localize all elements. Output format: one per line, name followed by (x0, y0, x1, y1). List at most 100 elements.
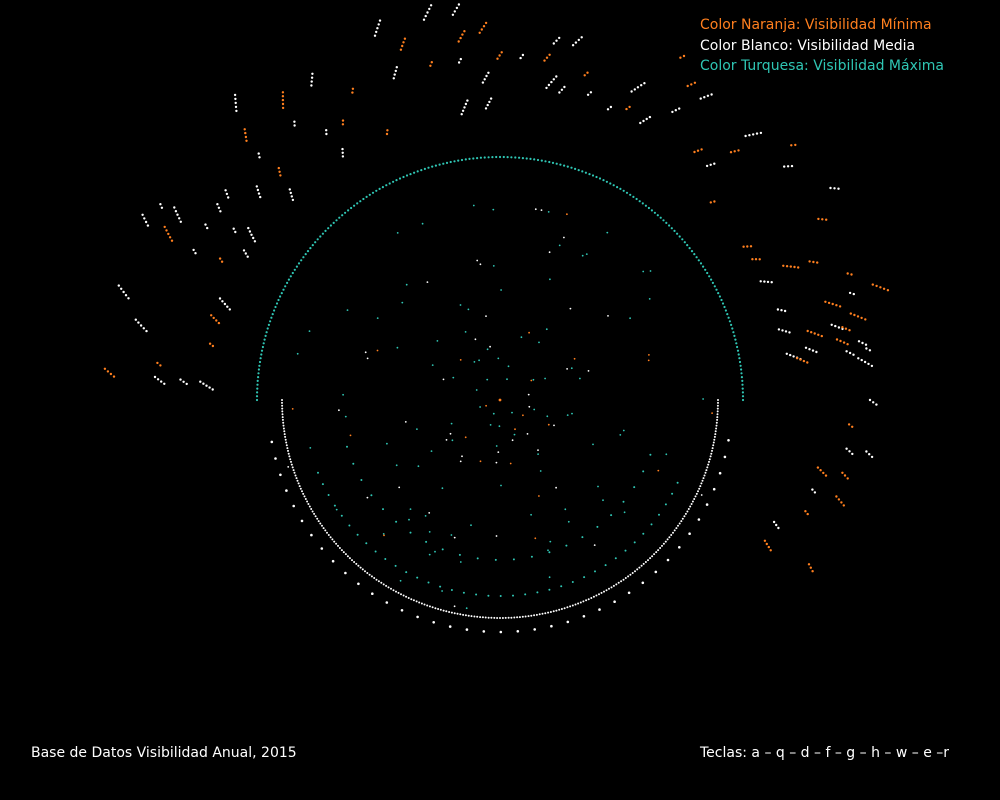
min-visibility-inner-dot (528, 331, 530, 334)
mid-visibility-inner-dot (700, 494, 703, 496)
max-visibility-inner-dot (665, 453, 668, 456)
max-visibility-inner-dot (495, 445, 498, 447)
min-visibility-inner-dot (514, 428, 516, 431)
max-visibility-arc-dot (727, 316, 730, 319)
min-visibility-dot (463, 30, 466, 33)
mid-visibility-arc-dot (366, 572, 369, 574)
min-visibility-dot (782, 264, 785, 267)
max-visibility-inner-dot (546, 415, 549, 418)
max-visibility-inner-dot (537, 453, 539, 455)
max-visibility-arc-dot (402, 175, 405, 179)
mid-visibility-inner-dot (587, 370, 590, 372)
max-visibility-arc-dot (738, 360, 742, 364)
max-visibility-arc-dot (536, 591, 539, 594)
max-visibility-arc-dot (632, 195, 635, 198)
min-visibility-inner-dot (376, 349, 379, 352)
max-visibility-arc-dot (512, 594, 514, 597)
min-visibility-dot (837, 498, 841, 501)
min-visibility-dot (816, 261, 819, 264)
mid-visibility-arc-dot (281, 418, 284, 421)
mid-visibility-arc-dot (400, 609, 404, 612)
max-visibility-inner-dot (479, 406, 481, 408)
mid-visibility-arc-dot (282, 421, 285, 424)
mid-visibility-inner-dot (528, 405, 531, 408)
mid-visibility-dot (228, 308, 231, 311)
mid-visibility-arc-dot (368, 573, 371, 576)
mid-visibility-inner-dot (404, 421, 407, 423)
mid-visibility-dot (867, 362, 870, 366)
mid-visibility-arc-dot (690, 503, 693, 505)
mid-visibility-arc-dot (295, 477, 298, 480)
mid-visibility-dot (466, 99, 469, 102)
mid-visibility-dot (785, 352, 788, 355)
mid-visibility-arc-dot (642, 562, 645, 565)
mid-visibility-arc-dot (371, 592, 374, 595)
mid-visibility-arc-dot (681, 517, 684, 520)
max-visibility-arc-dot (445, 161, 449, 164)
mid-visibility-arc-dot (285, 444, 288, 447)
min-visibility-dot (693, 81, 697, 85)
mid-visibility-arc-dot (701, 479, 704, 482)
max-visibility-inner-dot (564, 508, 567, 511)
max-visibility-arc-dot (291, 271, 294, 275)
max-visibility-inner-dot (386, 442, 388, 445)
mid-visibility-arc-dot (605, 589, 608, 592)
max-visibility-inner-dot (565, 544, 568, 547)
max-visibility-arc-dot (563, 164, 566, 167)
max-visibility-arc-dot (362, 197, 365, 201)
mid-visibility-arc-dot (566, 620, 570, 624)
mid-visibility-dot (253, 240, 257, 243)
max-visibility-inner-dot (520, 336, 523, 339)
mid-visibility-arc-dot (644, 561, 647, 563)
mid-visibility-arc-dot (530, 614, 533, 617)
min-visibility-dot (737, 149, 740, 152)
min-visibility-dot (210, 314, 213, 317)
mid-visibility-inner-dot (459, 460, 462, 463)
max-visibility-inner-dot (558, 244, 561, 247)
mid-visibility-dot (293, 124, 296, 127)
mid-visibility-arc-dot (481, 616, 484, 619)
mid-visibility-arc-dot (675, 527, 678, 530)
max-visibility-arc-dot (664, 503, 667, 506)
min-visibility-dot (846, 272, 849, 275)
mid-visibility-arc-dot (712, 441, 715, 444)
mid-visibility-dot (710, 93, 713, 96)
max-visibility-inner-dot (459, 304, 462, 306)
max-visibility-arc-dot (665, 221, 668, 224)
min-visibility-dot (167, 232, 170, 236)
mid-visibility-arc-dot (470, 615, 473, 618)
mid-visibility-dot (815, 350, 818, 354)
mid-visibility-arc-dot (670, 534, 673, 536)
max-visibility-arc-dot (300, 259, 303, 262)
min-visibility-dot (696, 149, 700, 152)
mid-visibility-arc-dot (281, 416, 284, 419)
mid-visibility-dot (217, 206, 221, 209)
min-visibility-dot (498, 54, 501, 57)
mid-visibility-dot (870, 455, 874, 459)
mid-visibility-arc-dot (638, 566, 641, 569)
max-visibility-inner-dot (309, 447, 312, 449)
mid-visibility-arc-dot (344, 553, 347, 556)
min-visibility-dot (208, 342, 212, 345)
mid-visibility-arc-dot (283, 430, 286, 433)
max-visibility-arc-dot (614, 557, 617, 560)
mid-visibility-dot (373, 34, 377, 37)
min-visibility-dot (429, 64, 432, 68)
max-visibility-arc-dot (413, 171, 416, 174)
max-visibility-arc-dot (733, 334, 736, 337)
min-visibility-dot (806, 329, 809, 333)
max-visibility-arc-dot (595, 175, 598, 179)
max-visibility-arc-dot (475, 593, 478, 596)
max-visibility-arc-dot (487, 594, 490, 597)
max-visibility-arc-dot (472, 157, 475, 160)
min-visibility-dot (278, 170, 281, 173)
max-visibility-arc-dot (260, 349, 264, 352)
mid-visibility-arc-dot (641, 581, 645, 585)
mid-visibility-arc-dot (657, 549, 660, 552)
mid-visibility-arc-dot (600, 591, 603, 594)
min-visibility-inner-dot (383, 534, 385, 537)
mid-visibility-dot (208, 386, 211, 389)
mid-visibility-arc-dot (405, 595, 408, 598)
mid-visibility-arc-dot (285, 489, 288, 492)
max-visibility-arc-dot (257, 368, 260, 371)
